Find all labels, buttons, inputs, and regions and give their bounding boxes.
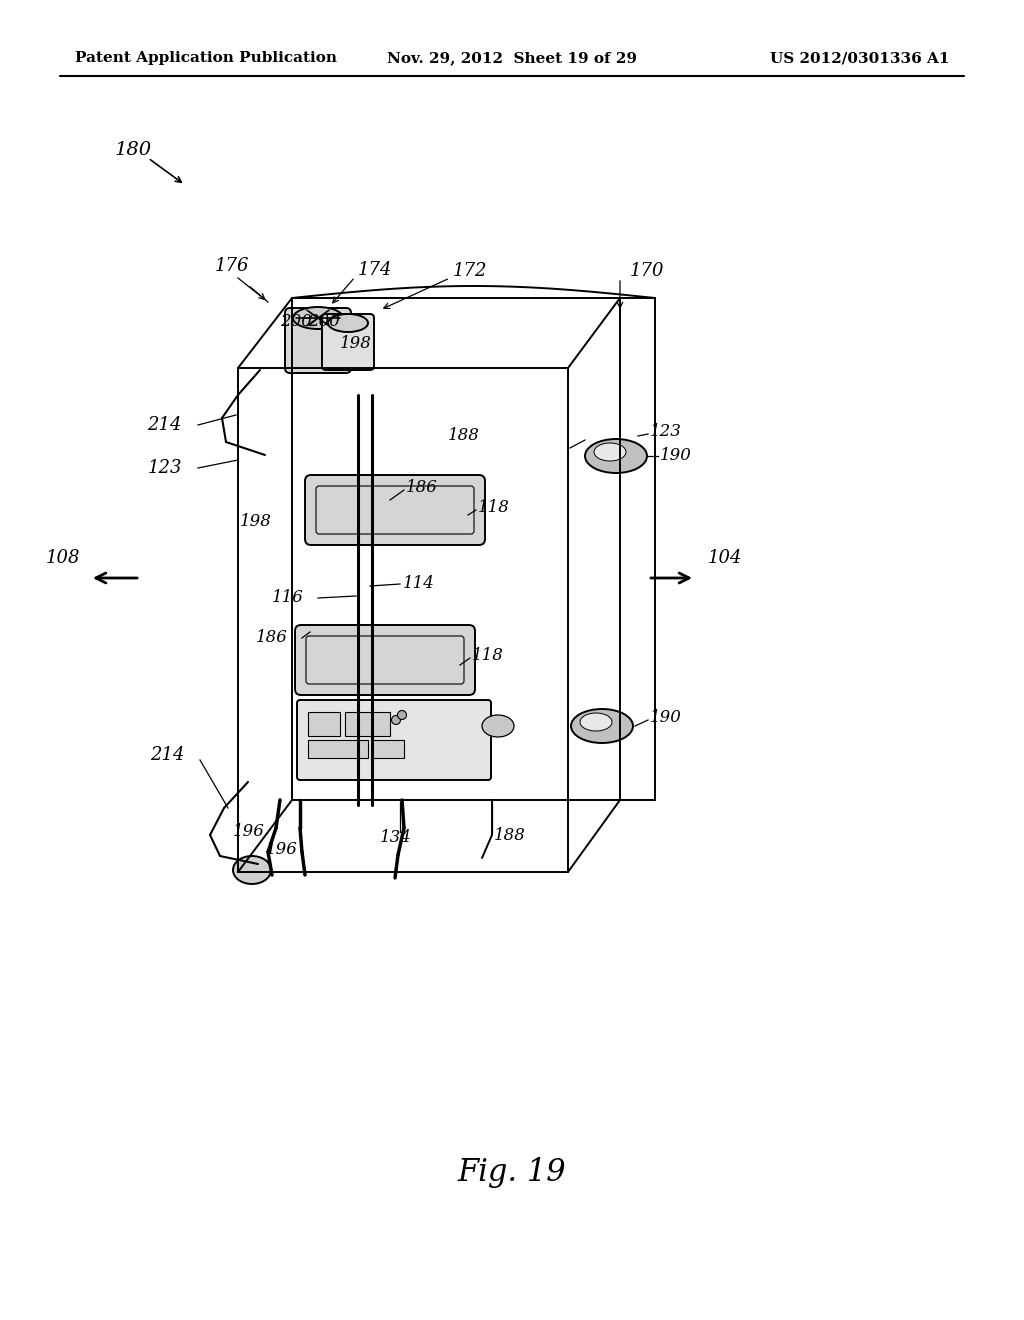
Text: 118: 118 xyxy=(472,648,504,664)
Text: 188: 188 xyxy=(449,428,480,445)
Text: 180: 180 xyxy=(115,141,153,158)
Text: 198: 198 xyxy=(340,335,372,352)
Circle shape xyxy=(391,715,400,725)
Text: 176: 176 xyxy=(215,257,250,275)
Text: 214: 214 xyxy=(147,416,182,434)
Text: Fig. 19: Fig. 19 xyxy=(458,1156,566,1188)
Bar xyxy=(308,741,368,758)
Ellipse shape xyxy=(293,308,343,329)
Bar xyxy=(372,741,404,758)
Text: 104: 104 xyxy=(708,549,742,568)
Text: 186: 186 xyxy=(406,479,438,496)
Text: 196: 196 xyxy=(233,824,265,841)
FancyBboxPatch shape xyxy=(322,314,374,370)
FancyBboxPatch shape xyxy=(305,475,485,545)
Text: 174: 174 xyxy=(358,261,392,279)
Ellipse shape xyxy=(571,709,633,743)
Text: 196: 196 xyxy=(266,842,298,858)
Text: US 2012/0301336 A1: US 2012/0301336 A1 xyxy=(770,51,950,65)
Text: 108: 108 xyxy=(45,549,80,568)
Text: 118: 118 xyxy=(478,499,510,516)
Text: 190: 190 xyxy=(650,710,682,726)
Ellipse shape xyxy=(580,713,612,731)
Text: 200: 200 xyxy=(308,314,340,330)
Text: 116: 116 xyxy=(272,590,304,606)
Circle shape xyxy=(397,710,407,719)
Bar xyxy=(308,711,340,737)
Text: 200: 200 xyxy=(280,314,312,330)
Ellipse shape xyxy=(482,715,514,737)
Text: 172: 172 xyxy=(453,261,487,280)
Text: 188: 188 xyxy=(494,826,526,843)
Text: 190: 190 xyxy=(660,447,692,465)
Text: Nov. 29, 2012  Sheet 19 of 29: Nov. 29, 2012 Sheet 19 of 29 xyxy=(387,51,637,65)
Ellipse shape xyxy=(585,440,647,473)
Text: Patent Application Publication: Patent Application Publication xyxy=(75,51,337,65)
Text: 114: 114 xyxy=(403,574,435,591)
Text: 214: 214 xyxy=(151,746,185,764)
FancyBboxPatch shape xyxy=(285,308,351,374)
Text: 198: 198 xyxy=(240,513,272,531)
Ellipse shape xyxy=(328,314,368,333)
Text: 123: 123 xyxy=(147,459,182,477)
Bar xyxy=(345,711,390,737)
Ellipse shape xyxy=(233,855,271,884)
Text: 134: 134 xyxy=(380,829,412,846)
Text: 170: 170 xyxy=(630,261,665,280)
Ellipse shape xyxy=(594,444,626,461)
Text: 123: 123 xyxy=(650,424,682,441)
FancyBboxPatch shape xyxy=(295,624,475,696)
FancyBboxPatch shape xyxy=(297,700,490,780)
Text: 186: 186 xyxy=(256,630,288,647)
